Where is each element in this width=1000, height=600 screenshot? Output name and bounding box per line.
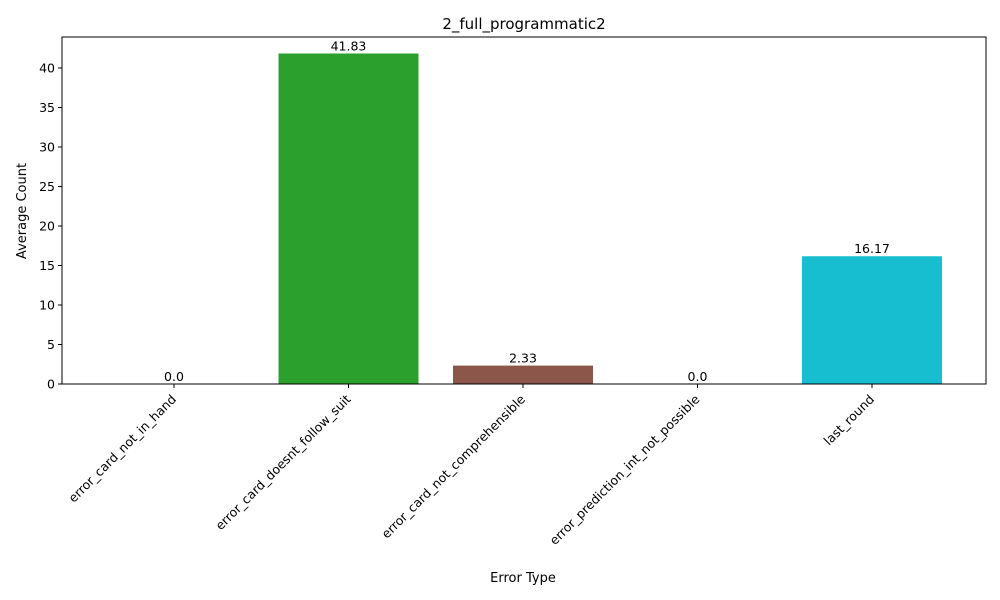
y-tick-label: 35 [39, 100, 55, 115]
y-tick-label: 5 [47, 337, 55, 352]
value-label-error_prediction_int_not_possible: 0.0 [688, 369, 708, 384]
value-label-error_card_not_in_hand: 0.0 [164, 369, 184, 384]
value-label-last_round: 16.17 [854, 241, 890, 256]
y-tick-label: 15 [39, 258, 55, 273]
bar-error_card_not_comprehensible [453, 365, 593, 384]
y-tick-label: 25 [39, 179, 55, 194]
plot-frame [61, 36, 987, 385]
y-axis: 0 5 10 15 20 25 30 35 40 [39, 60, 62, 392]
bar-error_card_doesnt_follow_suit [278, 53, 419, 385]
bars-group [278, 53, 942, 385]
bar-last_round [802, 256, 942, 384]
value-label-error_card_doesnt_follow_suit: 41.83 [331, 39, 367, 54]
x-axis-label: Error Type [490, 571, 556, 586]
y-axis-label: Average Count [15, 163, 30, 259]
value-label-error_card_not_comprehensible: 2.33 [509, 351, 537, 366]
y-tick-label: 40 [39, 60, 55, 75]
value-labels-group: 0.0 41.83 2.33 0.0 16.17 [164, 39, 890, 384]
chart-title: 2_full_programmatic2 [442, 15, 605, 34]
y-tick-label: 30 [39, 139, 55, 154]
y-tick-label: 0 [47, 377, 55, 392]
y-tick-label: 10 [39, 297, 55, 312]
y-tick-label: 20 [39, 218, 55, 233]
